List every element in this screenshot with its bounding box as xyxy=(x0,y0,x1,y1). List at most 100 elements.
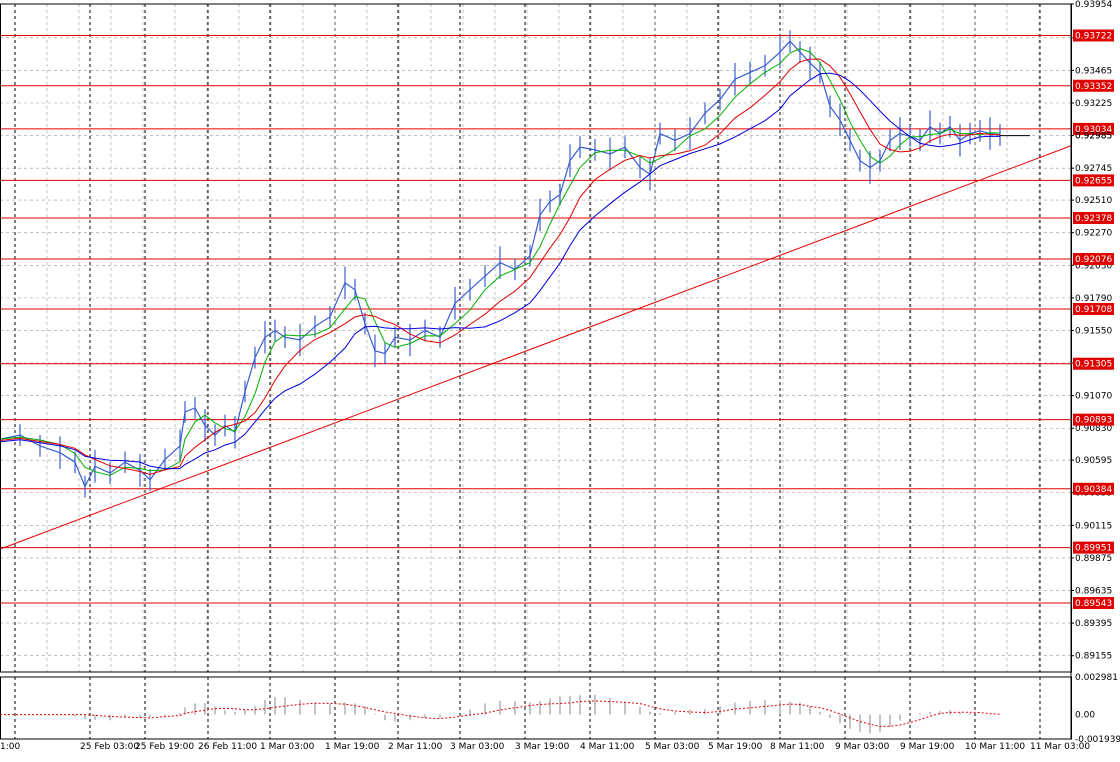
oscillator-axis-label: 0.002981 xyxy=(1075,673,1118,683)
price-segment xyxy=(639,167,651,175)
time-axis-label: 9 Mar 19:00 xyxy=(900,742,955,752)
ma-green-line xyxy=(0,47,1001,476)
time-axis-label: 1 Mar 19:00 xyxy=(325,742,380,752)
level-label: 0.93722 xyxy=(1075,32,1112,42)
price-segment xyxy=(74,461,86,487)
price-segment xyxy=(354,289,366,324)
time-axis-label: 5 Mar 03:00 xyxy=(645,742,700,752)
time-axis-label: 3 Mar 19:00 xyxy=(515,742,570,752)
price-segment xyxy=(164,445,181,460)
time-axis-label: 2 Mar 11:00 xyxy=(388,742,443,752)
level-label: 0.91708 xyxy=(1075,305,1112,315)
price-segment xyxy=(409,329,426,341)
price-segment xyxy=(484,262,501,277)
level-label: 0.90893 xyxy=(1075,416,1112,426)
price-axis-label: 0.92510 xyxy=(1075,196,1112,206)
price-segment xyxy=(689,112,706,134)
price-segment xyxy=(254,336,266,358)
price-segment xyxy=(559,160,571,195)
oscillator-axis-label: -0.001939 xyxy=(1075,735,1120,745)
price-axis-label: 0.89155 xyxy=(1075,652,1112,662)
time-axis-label: 9 Mar 03:00 xyxy=(835,742,890,752)
price-segment xyxy=(809,62,821,73)
price-segment xyxy=(149,459,166,481)
level-label-bg xyxy=(1073,541,1114,554)
price-segment xyxy=(124,461,141,471)
price-segment xyxy=(59,452,76,463)
price-segment xyxy=(879,140,891,161)
price-segment xyxy=(244,357,256,392)
price-axis-label: 0.91550 xyxy=(1075,326,1112,336)
price-segment xyxy=(439,303,456,338)
price-segment xyxy=(799,51,811,64)
price-axis-label: 0.92030 xyxy=(1075,261,1112,271)
price-segment xyxy=(859,160,871,168)
price-segment xyxy=(469,275,486,291)
price-segment xyxy=(569,146,581,162)
time-axis-label: 1 Mar 03:00 xyxy=(260,742,315,752)
price-segment xyxy=(539,201,551,216)
price-axis-label: 0.92745 xyxy=(1075,164,1112,174)
ma-red-line xyxy=(0,58,1001,475)
level-label-bg xyxy=(1073,303,1114,316)
level-label-bg xyxy=(1073,597,1114,610)
price-segment xyxy=(579,146,596,151)
price-segment xyxy=(889,133,901,141)
price-segment xyxy=(969,130,981,135)
level-label-bg xyxy=(1073,357,1114,370)
price-axis-label: 0.90595 xyxy=(1075,456,1112,466)
price-segment xyxy=(184,407,196,413)
price-axis-label: 0.90830 xyxy=(1075,424,1112,434)
price-segment xyxy=(264,329,276,338)
price-axis-label: 0.89395 xyxy=(1075,619,1112,629)
price-axis-label: 0.89875 xyxy=(1075,554,1112,564)
price-axis-label: 0.89635 xyxy=(1075,587,1112,597)
level-label-bg xyxy=(1073,413,1114,426)
price-segment xyxy=(549,194,561,202)
price-segment xyxy=(394,336,411,341)
level-label-bg xyxy=(1073,122,1114,135)
level-label: 0.90384 xyxy=(1075,485,1112,495)
price-segment xyxy=(649,133,661,175)
trendline[interactable] xyxy=(0,145,1072,550)
price-segment xyxy=(674,133,691,141)
price-segment xyxy=(299,325,316,341)
time-axis-label: 10 Mar 11:00 xyxy=(965,742,1025,752)
level-label-bg xyxy=(1073,212,1114,225)
price-segment xyxy=(749,65,766,73)
price-segment xyxy=(719,78,736,100)
price-segment xyxy=(499,262,516,270)
price-segment xyxy=(829,106,841,121)
level-label: 0.93352 xyxy=(1075,82,1112,92)
price-segment xyxy=(194,407,206,426)
time-axis-label: 8 Mar 11:00 xyxy=(770,742,825,752)
price-segment xyxy=(344,282,356,291)
time-axis-label: 5 Mar 19:00 xyxy=(708,742,763,752)
price-segment xyxy=(329,282,346,318)
price-axis-label: 0.93954 xyxy=(1075,0,1112,10)
level-label: 0.92655 xyxy=(1075,176,1112,186)
level-label: 0.92076 xyxy=(1075,255,1112,265)
price-segment xyxy=(179,411,186,446)
level-label-bg xyxy=(1073,79,1114,92)
price-segment xyxy=(454,289,471,304)
price-segment xyxy=(819,72,831,107)
price-segment xyxy=(514,255,531,270)
level-label: 0.91305 xyxy=(1075,360,1112,370)
price-segment xyxy=(284,336,301,341)
time-axis-label: 4 Mar 11:00 xyxy=(580,742,635,752)
price-segment xyxy=(39,445,61,454)
oscillator-signal-line xyxy=(0,700,1001,727)
price-segment xyxy=(704,99,721,114)
price-segment xyxy=(94,465,111,474)
price-segment xyxy=(314,316,331,327)
time-axis-label: 25 Feb 19:00 xyxy=(135,742,194,752)
price-segment xyxy=(734,71,751,80)
price-segment xyxy=(789,40,801,53)
time-axis-label: 3 Mar 03:00 xyxy=(450,742,505,752)
price-axis-label: 0.90115 xyxy=(1075,521,1112,531)
time-axis-label: 11 Mar 03:00 xyxy=(1030,742,1090,752)
level-label-bg xyxy=(1073,482,1114,495)
